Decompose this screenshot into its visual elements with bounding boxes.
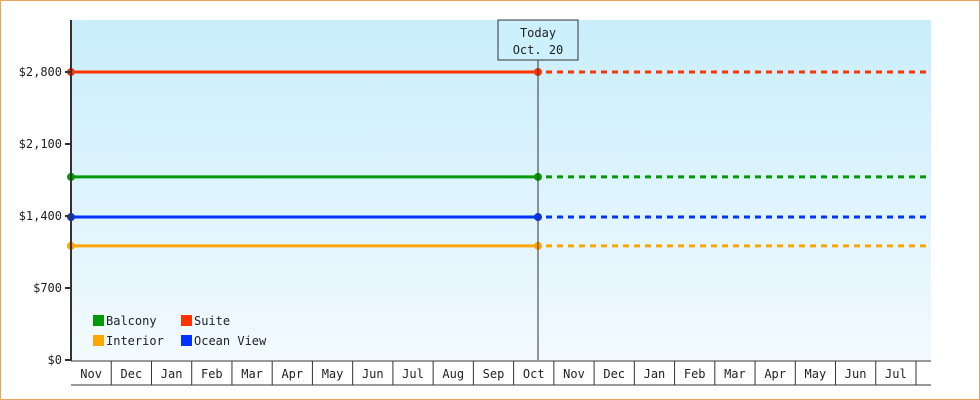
x-tick-label: Jul (885, 367, 907, 381)
x-tick-label: Sep (483, 367, 505, 381)
today-box (497, 19, 579, 61)
legend-label: Ocean View (194, 334, 267, 348)
x-tick-label: Dec (603, 367, 625, 381)
y-tick-label: $1,400 (19, 209, 62, 223)
x-tick-label: Aug (442, 367, 464, 381)
x-tick-label: Jun (362, 367, 384, 381)
legend-item-suite[interactable]: Suite (181, 314, 230, 328)
x-tick-label: Jul (402, 367, 424, 381)
x-tick-label: Nov (80, 367, 102, 381)
x-tick-label: Feb (684, 367, 706, 381)
legend-label: Balcony (106, 314, 157, 328)
x-tick-label: Apr (764, 367, 786, 381)
plot-area (71, 20, 931, 360)
x-tick-label: Feb (201, 367, 223, 381)
legend-item-ocean-view[interactable]: Ocean View (181, 334, 267, 348)
today-marker: Today Oct. 20 (497, 19, 579, 360)
x-tick-label: Jun (845, 367, 867, 381)
x-tick-label: Apr (281, 367, 303, 381)
x-tick-label: Oct (523, 367, 545, 381)
legend-item-interior[interactable]: Interior (93, 334, 164, 348)
x-tick-label: Nov (563, 367, 585, 381)
y-tick-label: $700 (33, 281, 62, 295)
series-balcony (67, 172, 931, 181)
legend-swatch (181, 315, 192, 326)
legend-label: Suite (194, 314, 230, 328)
today-label: Today (520, 26, 556, 40)
legend-label: Interior (106, 334, 164, 348)
x-tick-label: Dec (121, 367, 143, 381)
legend-swatch (93, 315, 104, 326)
legend-swatch (181, 335, 192, 346)
y-tick-label: $0 (48, 353, 62, 367)
y-tick-label: $2,800 (19, 65, 62, 79)
legend-swatch (93, 335, 104, 346)
today-date: Oct. 20 (513, 43, 564, 57)
x-tick-label: May (322, 367, 344, 381)
y-tick-label: $2,100 (19, 137, 62, 151)
x-tick-label: Jan (644, 367, 666, 381)
x-tick-label: Mar (241, 367, 263, 381)
legend: Balcony Suite Interior Ocean View (93, 314, 267, 348)
legend-item-balcony[interactable]: Balcony (93, 314, 157, 328)
x-tick-label: Mar (724, 367, 746, 381)
x-tick-label: May (805, 367, 827, 381)
x-tick-label: Jan (161, 367, 183, 381)
